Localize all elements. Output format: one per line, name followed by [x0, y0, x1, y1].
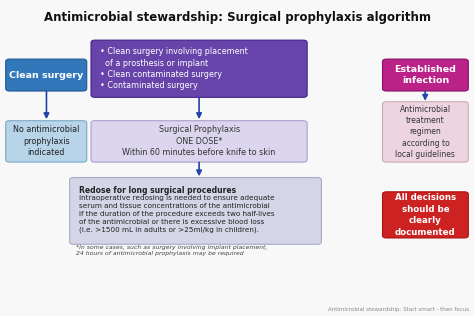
FancyBboxPatch shape — [91, 121, 307, 162]
FancyBboxPatch shape — [6, 121, 87, 162]
Text: Surgical Prophylaxis
ONE DOSE*
Within 60 minutes before knife to skin: Surgical Prophylaxis ONE DOSE* Within 60… — [122, 125, 276, 157]
Text: Intraoperative redosing is needed to ensure adequate
serum and tissue concentrat: Intraoperative redosing is needed to ens… — [79, 195, 275, 233]
FancyBboxPatch shape — [383, 102, 468, 162]
Text: *In some cases, such as surgery involving implant placement,
24 hours of antimic: *In some cases, such as surgery involvin… — [76, 245, 267, 256]
Text: Established
infection: Established infection — [394, 65, 456, 85]
Text: Redose for long surgical procedures: Redose for long surgical procedures — [79, 186, 236, 195]
Text: All decisions
should be
clearly
documented: All decisions should be clearly document… — [395, 193, 456, 237]
FancyBboxPatch shape — [6, 59, 87, 91]
Text: Antimicrobial stewardship: Start smart - then focus: Antimicrobial stewardship: Start smart -… — [328, 307, 469, 312]
Text: Antimicrobial stewardship: Surgical prophylaxis algorithm: Antimicrobial stewardship: Surgical prop… — [44, 11, 430, 24]
FancyBboxPatch shape — [383, 59, 468, 91]
Text: No antimicrobial
prophylaxis
indicated: No antimicrobial prophylaxis indicated — [13, 125, 80, 157]
Text: • Clean surgery involving placement
  of a prosthesis or implant
• Clean contami: • Clean surgery involving placement of a… — [100, 47, 248, 90]
FancyBboxPatch shape — [91, 40, 307, 97]
Text: Clean surgery: Clean surgery — [9, 70, 83, 80]
Text: Antimicrobial
treatment
regimen
according to
local guidelines: Antimicrobial treatment regimen accordin… — [395, 105, 456, 159]
FancyBboxPatch shape — [70, 178, 321, 244]
FancyBboxPatch shape — [383, 192, 468, 238]
